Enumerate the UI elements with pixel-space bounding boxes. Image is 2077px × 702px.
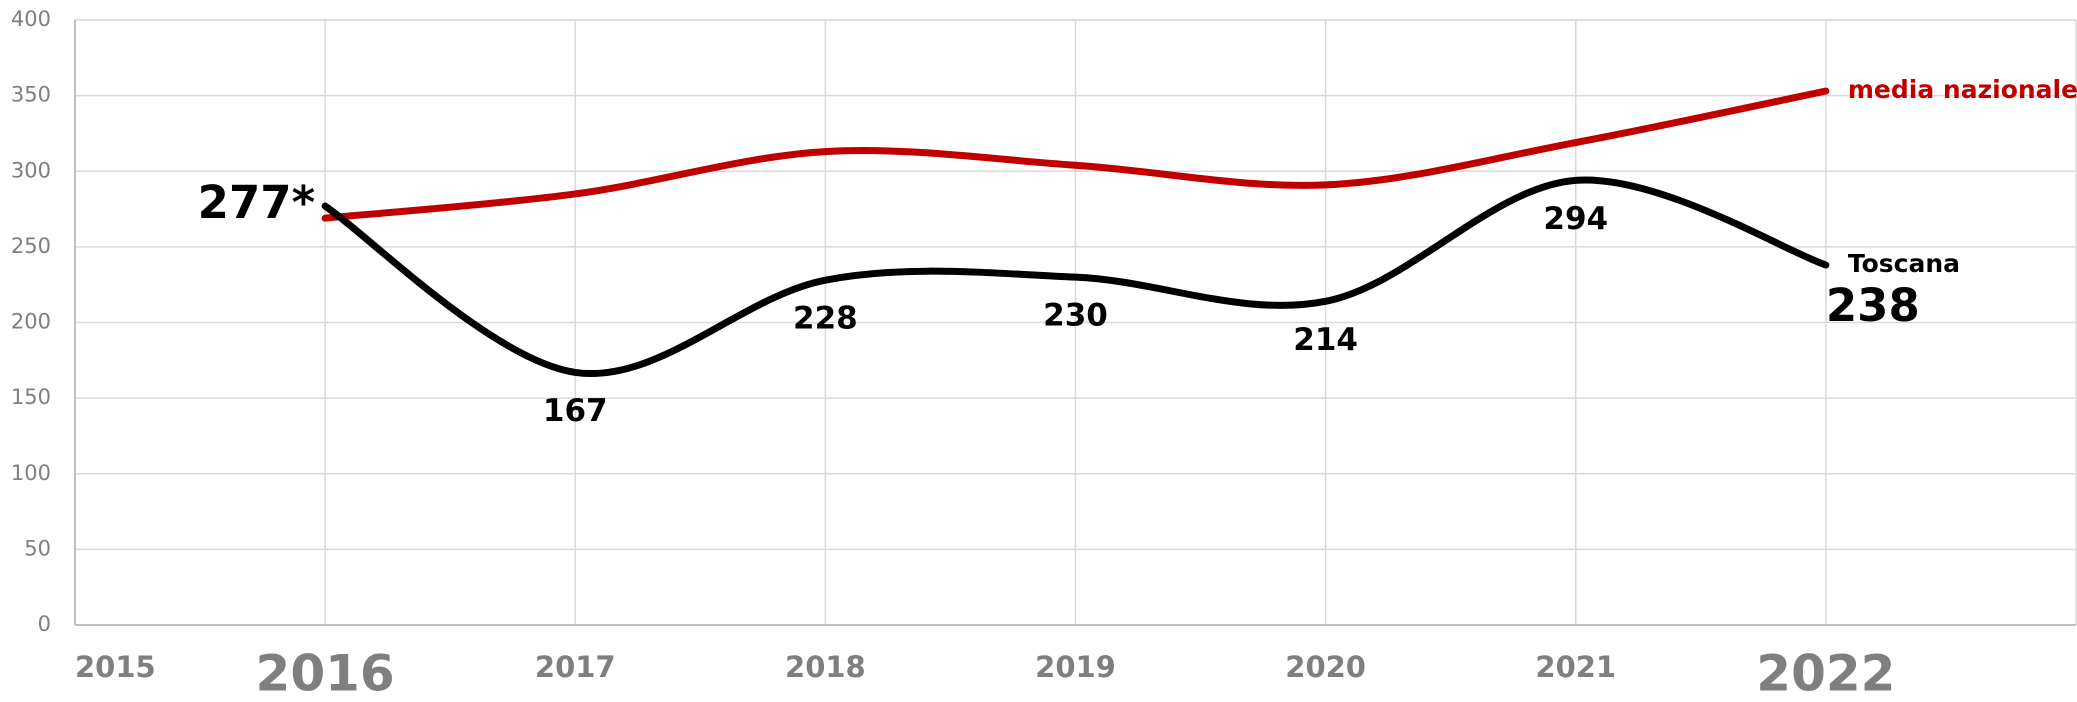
x-tick-label: 2016: [256, 645, 395, 702]
data-label: 167: [543, 393, 608, 429]
y-tick-label: 100: [11, 461, 51, 485]
y-tick-label: 150: [11, 385, 51, 409]
data-label: 214: [1293, 322, 1358, 358]
x-tick-label: 2015: [75, 650, 156, 684]
y-tick-label: 200: [11, 310, 51, 334]
series-label: media nazionale: [1848, 75, 2077, 104]
x-tick-label: 2022: [1756, 645, 1895, 702]
y-tick-label: 300: [11, 158, 51, 182]
y-tick-label: 350: [11, 83, 51, 107]
series-line: [321, 87, 1830, 222]
x-tick-label: 2017: [535, 650, 616, 684]
x-tick-label: 2021: [1535, 650, 1616, 684]
x-tick-label: 2019: [1035, 650, 1116, 684]
y-tick-label: 0: [38, 612, 51, 636]
data-label: 294: [1543, 201, 1608, 237]
data-label: 228: [793, 301, 858, 337]
data-label: 238: [1826, 279, 1920, 332]
data-label: 277*: [198, 176, 315, 229]
y-tick-label: 50: [24, 536, 51, 560]
y-tick-label: 250: [11, 234, 51, 258]
x-tick-label: 2020: [1285, 650, 1366, 684]
series-label: Toscana: [1848, 249, 1960, 278]
x-tick-label: 2018: [785, 650, 866, 684]
data-label: 230: [1043, 298, 1108, 334]
series-line: [321, 176, 1830, 378]
y-tick-label: 400: [11, 7, 51, 31]
